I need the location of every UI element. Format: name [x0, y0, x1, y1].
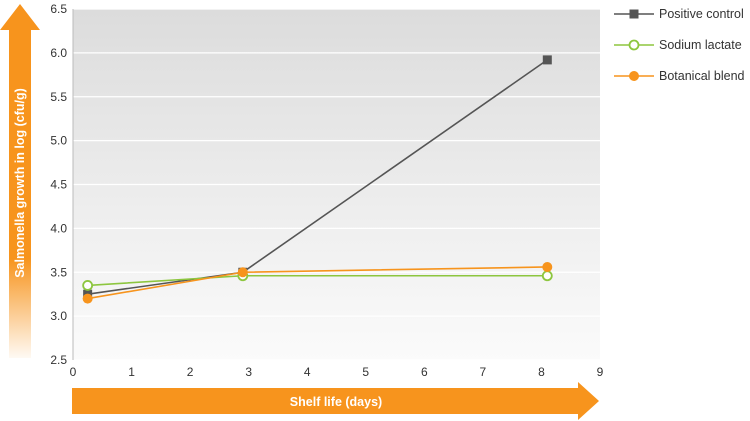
legend-item: Sodium lactate: [614, 38, 742, 52]
x-tick-label: 7: [480, 365, 487, 379]
x-tick-labels: 0 1 2 3 4 5 6 7 8 9: [70, 365, 604, 379]
legend-label: Sodium lactate: [659, 38, 742, 52]
y-tick-label: 5.5: [50, 90, 67, 104]
data-point: [82, 293, 93, 304]
x-tick-label: 3: [245, 365, 252, 379]
x-tick-label: 6: [421, 365, 428, 379]
legend-item: Positive control: [614, 7, 744, 21]
y-tick-label: 4.0: [50, 221, 67, 235]
legend-label: Positive control: [659, 7, 744, 21]
y-tick-label: 3.5: [50, 265, 67, 279]
legend-marker: [629, 9, 639, 19]
grid: [72, 8, 600, 361]
legend: Positive control Sodium lactate Botanical …: [614, 7, 745, 83]
legend-marker: [628, 39, 640, 51]
x-tick-label: 5: [362, 365, 369, 379]
series-group: [82, 55, 553, 304]
data-point: [542, 55, 552, 65]
y-tick-labels: 2.5 3.0 3.5 4.0 4.5 5.0 5.5 6.0 6.5: [50, 2, 67, 367]
series-botanical-blend: [82, 261, 553, 304]
x-axis-title: Shelf life (days): [290, 395, 382, 409]
x-tick-label: 1: [128, 365, 135, 379]
y-tick-label: 6.5: [50, 2, 67, 16]
x-tick-label: 9: [597, 365, 604, 379]
x-tick-label: 4: [304, 365, 311, 379]
legend-label: Botanical blend: [659, 69, 745, 83]
y-axis-title: Salmonella growth in log (cfu/g): [13, 88, 27, 278]
y-tick-label: 2.5: [50, 353, 67, 367]
y-tick-label: 4.5: [50, 178, 67, 192]
x-axis-arrow: [72, 382, 599, 420]
data-point: [82, 280, 94, 291]
data-point: [542, 261, 553, 272]
legend-item: Botanical blend: [614, 69, 745, 83]
x-tick-label: 0: [70, 365, 77, 379]
y-tick-label: 3.0: [50, 309, 67, 323]
y-tick-label: 6.0: [50, 46, 67, 60]
y-tick-label: 5.0: [50, 134, 67, 148]
data-point: [237, 267, 248, 278]
x-tick-label: 2: [187, 365, 194, 379]
x-tick-label: 8: [538, 365, 545, 379]
legend-marker: [629, 71, 639, 81]
data-point: [541, 270, 553, 282]
y-axis-arrow: [0, 4, 40, 358]
